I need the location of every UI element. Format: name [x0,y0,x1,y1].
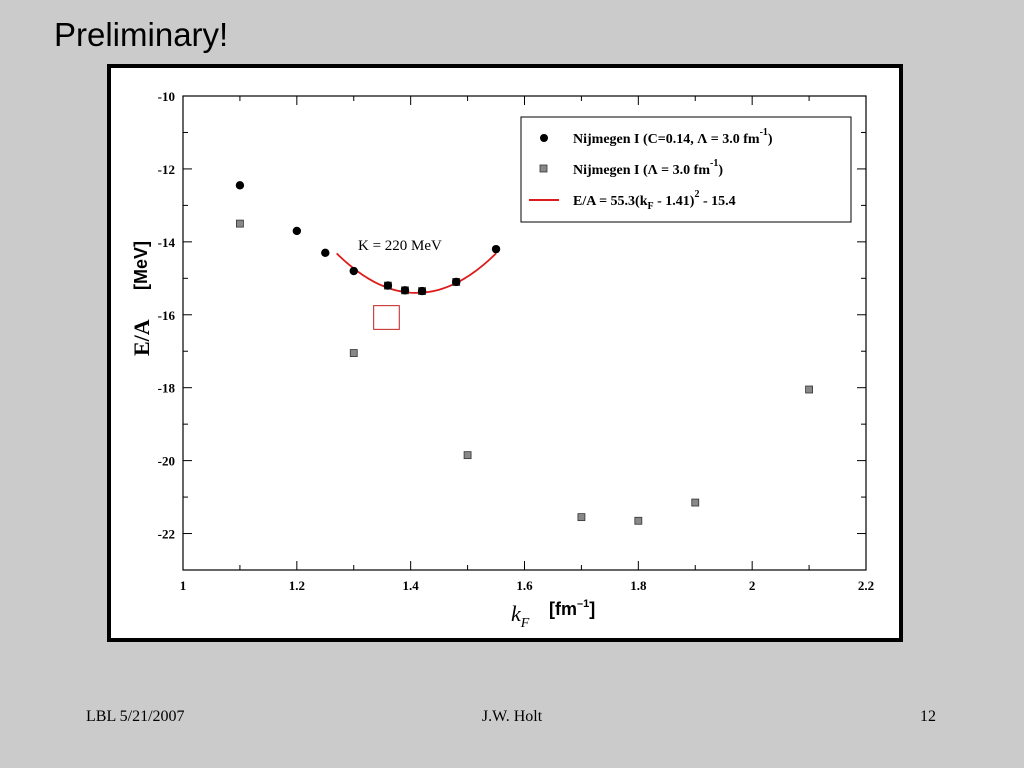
circle-point [417,286,427,296]
x-axis-unit: [fm–1] [549,598,595,619]
y-tick-label: -18 [158,381,176,396]
legend-box [520,116,852,223]
square-point [236,219,244,228]
ticks [182,95,867,571]
square-point [577,513,586,522]
footer-page-number: 12 [920,708,936,725]
square-point [463,451,472,460]
y-tick-label: -22 [158,527,175,542]
circle-point [383,281,393,290]
x-tick-label: 1.8 [630,578,647,593]
x-tick-label: 2.2 [858,578,874,593]
tick-labels: 1 1.2 1.4 1.6 1.8 2 2.2 -22 -20 -18 -16 -14 -12 -10 [158,89,874,593]
annotation-label: K = 220 MeV [358,238,442,254]
y-tick-label: -14 [158,235,176,250]
footer-author: J.W. Holt [481,708,543,725]
legend-entry-1: Nijmegen I (C=0.14, Λ = 3.0 fm-1) [573,127,773,147]
legend: Nijmegen I (C=0.14, Λ = 3.0 fm-1) Nijmeg… [520,116,852,223]
footer-date: LBL 5/21/2007 [86,708,185,725]
chart-frame: 1 1.2 1.4 1.6 1.8 2 2.2 -22 -20 -18 -16 -14 -12 -10 K… [107,64,903,642]
circle-point [292,226,302,236]
square-point [349,349,358,357]
x-axis-label: kF [511,601,530,631]
y-tick-label: -12 [158,162,175,177]
points [235,181,813,525]
x-tick-label: 1 [180,578,187,593]
circle-point [349,266,358,276]
circle-point [235,181,245,190]
y-tick-label: -10 [158,89,175,104]
x-tick-label: 1.2 [289,578,305,593]
legend-marker-square [539,164,548,173]
slide-title: Preliminary! [54,16,229,53]
legend-entry-3: E/A = 55.3(kF - 1.41)2 - 15.4 [573,189,736,212]
square-point [691,498,700,507]
circle-point [400,286,410,295]
x-tick-label: 1.4 [403,578,420,593]
legend-entry-2: Nijmegen I (Λ = 3.0 fm-1) [573,158,723,178]
square-point [634,516,643,525]
fit-curve [336,252,497,294]
circle-point [491,244,501,254]
y-tick-label: -16 [158,308,176,323]
x-tick-label: 1.6 [516,578,533,593]
extras [373,305,400,330]
highlight-box [373,305,400,330]
legend-marker-circle [540,134,548,142]
circle-point [321,248,330,257]
circle-point [452,277,461,287]
square-point [805,385,813,394]
y-axis-unit: [MeV] [131,241,151,290]
fit-layer [336,252,497,294]
y-axis-label: E/A [129,319,154,356]
scatter-plot: 1 1.2 1.4 1.6 1.8 2 2.2 -22 -20 -18 -16 -14 -12 -10 K… [129,89,874,631]
y-tick-label: -20 [158,454,175,469]
x-tick-label: 2 [749,578,756,593]
